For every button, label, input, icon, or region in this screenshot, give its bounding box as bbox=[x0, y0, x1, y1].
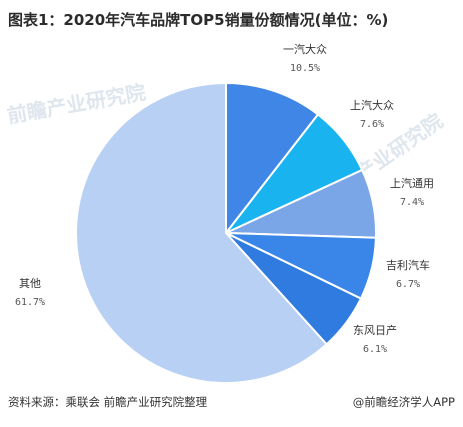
pie-slice-0 bbox=[225, 81, 320, 236]
slice-name-label: 其他 bbox=[19, 277, 41, 290]
slice-name-label: 一汽大众 bbox=[283, 42, 327, 56]
slice-value-label: 7.6% bbox=[360, 119, 384, 130]
pie-slice-5 bbox=[75, 81, 329, 384]
slice-value-label: 6.7% bbox=[396, 279, 420, 290]
slice-value-label: 7.4% bbox=[400, 197, 424, 208]
brand-credit: @前瞻经济学人APP bbox=[352, 395, 455, 409]
source-note: 资料来源：乘联会 前瞻产业研究院整理 bbox=[8, 395, 208, 409]
chart-title: 图表1：2020年汽车品牌TOP5销量份额情况(单位：%) bbox=[8, 11, 389, 29]
slice-name-label: 上汽通用 bbox=[390, 176, 434, 190]
slice-value-label: 61.7% bbox=[15, 297, 45, 308]
slice-name-label: 上汽大众 bbox=[350, 98, 394, 112]
slice-name-label: 吉利汽车 bbox=[386, 258, 430, 272]
slice-value-label: 6.1% bbox=[363, 344, 387, 355]
slice-value-label: 10.5% bbox=[290, 63, 320, 74]
slice-name-label: 东风日产 bbox=[353, 323, 397, 337]
